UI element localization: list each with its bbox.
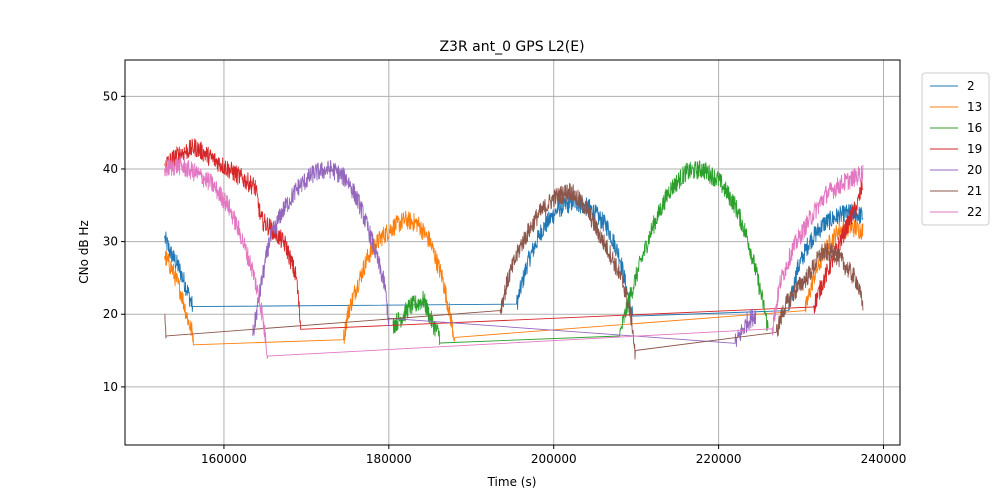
chart-title: Z3R ant_0 GPS L2(E) — [439, 39, 584, 55]
plot-frame — [124, 59, 901, 446]
series-line-20 — [252, 160, 757, 347]
series-line-16 — [392, 160, 769, 346]
y-axis-label: CNo dB Hz — [77, 220, 91, 284]
grid-lines — [125, 60, 900, 445]
x-tick-label: 160000 — [201, 452, 247, 466]
x-tick-label: 220000 — [696, 452, 742, 466]
x-tick-label: 180000 — [366, 452, 412, 466]
y-tick-label: 50 — [103, 89, 118, 103]
series-line-21 — [164, 183, 864, 360]
legend: 2 13 16 19 20 21 22 — [921, 72, 990, 226]
legend-label-20: 20 — [967, 163, 982, 177]
series-layer — [164, 138, 864, 360]
y-tick-label: 10 — [103, 380, 118, 394]
legend-label-19: 19 — [967, 142, 982, 156]
series-line-19 — [164, 138, 864, 330]
x-tick-label: 240000 — [861, 452, 907, 466]
series-line-2 — [164, 194, 864, 317]
y-tick-label: 30 — [103, 235, 118, 249]
legend-label-16: 16 — [967, 121, 982, 135]
legend-label-21: 21 — [967, 184, 982, 198]
series-line-22 — [164, 156, 864, 359]
x-axis-label: Time (s) — [487, 475, 537, 489]
x-tick-label: 200000 — [531, 452, 577, 466]
legend-label-22: 22 — [967, 205, 982, 219]
y-tick-label: 40 — [103, 162, 118, 176]
legend-label-13: 13 — [967, 100, 982, 114]
y-tick-label: 20 — [103, 307, 118, 321]
legend-label-2: 2 — [967, 79, 975, 93]
y-axis: 10 20 30 40 50 — [103, 89, 125, 394]
x-axis: 160000 180000 200000 220000 240000 — [201, 445, 906, 466]
series-line-13 — [164, 210, 864, 346]
